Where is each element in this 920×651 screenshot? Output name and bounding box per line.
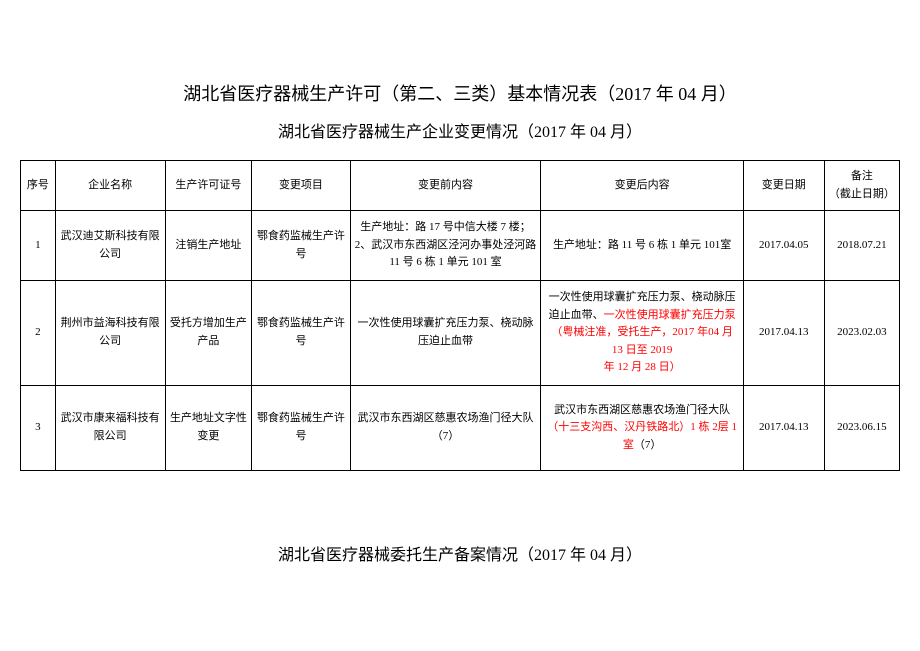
cell-license: 生产地址文字性变更	[165, 386, 252, 471]
cell-before: 生产地址：路 17 号中信大楼 7 楼；2、武汉市东西湖区泾河办事处泾河路 11…	[350, 211, 541, 281]
header-remark-line1: 备注	[851, 170, 873, 182]
cell-seq: 3	[21, 386, 56, 471]
cell-after: 武汉市东西湖区慈惠农场渔门径大队（十三支沟西、汉丹铁路北）1 栋 2层 1 室（…	[541, 386, 743, 471]
cell-seq: 2	[21, 281, 56, 386]
cell-project: 鄂食药监械生产许号	[252, 386, 350, 471]
cell-company: 武汉迪艾斯科技有限公司	[55, 211, 165, 281]
header-license: 生产许可证号	[165, 161, 252, 211]
header-before: 变更前内容	[350, 161, 541, 211]
header-remark: 备注 （截止日期）	[824, 161, 899, 211]
cell-seq: 1	[21, 211, 56, 281]
cell-license: 注销生产地址	[165, 211, 252, 281]
header-date: 变更日期	[743, 161, 824, 211]
cell-remark: 2018.07.21	[824, 211, 899, 281]
header-company: 企业名称	[55, 161, 165, 211]
header-remark-line2: （截止日期）	[829, 188, 895, 200]
cell-remark: 2023.02.03	[824, 281, 899, 386]
cell-before: 武汉市东西湖区慈惠农场渔门径大队（7）	[350, 386, 541, 471]
cell-company: 武汉市康来福科技有限公司	[55, 386, 165, 471]
cell-before: 一次性使用球囊扩充压力泵、桡动脉压迫止血带	[350, 281, 541, 386]
change-table: 序号 企业名称 生产许可证号 变更项目 变更前内容 变更后内容 变更日期 备注 …	[20, 160, 900, 471]
cell-company: 荆州市益海科技有限公司	[55, 281, 165, 386]
after-black-text1: 武汉市东西湖区慈惠农场渔门径大队	[554, 404, 730, 416]
header-seq: 序号	[21, 161, 56, 211]
cell-remark: 2023.06.15	[824, 386, 899, 471]
cell-date: 2017.04.13	[743, 386, 824, 471]
table-row: 2 荆州市益海科技有限公司 受托方增加生产产品 鄂食药监械生产许号 一次性使用球…	[21, 281, 900, 386]
cell-project: 鄂食药监械生产许号	[252, 281, 350, 386]
cell-after: 一次性使用球囊扩充压力泵、桡动脉压迫止血带、一次性使用球囊扩充压力泵（粤械注准，…	[541, 281, 743, 386]
cell-license: 受托方增加生产产品	[165, 281, 252, 386]
page-title-sub: 湖北省医疗器械生产企业变更情况（2017 年 04 月）	[20, 118, 900, 142]
page-title-bottom: 湖北省医疗器械委托生产备案情况（2017 年 04 月）	[20, 541, 900, 565]
header-after: 变更后内容	[541, 161, 743, 211]
page-title-main: 湖北省医疗器械生产许可（第二、三类）基本情况表（2017 年 04 月）	[20, 80, 900, 106]
cell-after: 生产地址：路 11 号 6 栋 1 单元 101室	[541, 211, 743, 281]
after-red-text2: 年 12 月 28 日）	[604, 361, 681, 373]
table-row: 1 武汉迪艾斯科技有限公司 注销生产地址 鄂食药监械生产许号 生产地址：路 17…	[21, 211, 900, 281]
table-header-row: 序号 企业名称 生产许可证号 变更项目 变更前内容 变更后内容 变更日期 备注 …	[21, 161, 900, 211]
after-black-text2: （7）	[634, 439, 662, 451]
table-row: 3 武汉市康来福科技有限公司 生产地址文字性变更 鄂食药监械生产许号 武汉市东西…	[21, 386, 900, 471]
header-project: 变更项目	[252, 161, 350, 211]
cell-date: 2017.04.05	[743, 211, 824, 281]
cell-project: 鄂食药监械生产许号	[252, 211, 350, 281]
cell-date: 2017.04.13	[743, 281, 824, 386]
